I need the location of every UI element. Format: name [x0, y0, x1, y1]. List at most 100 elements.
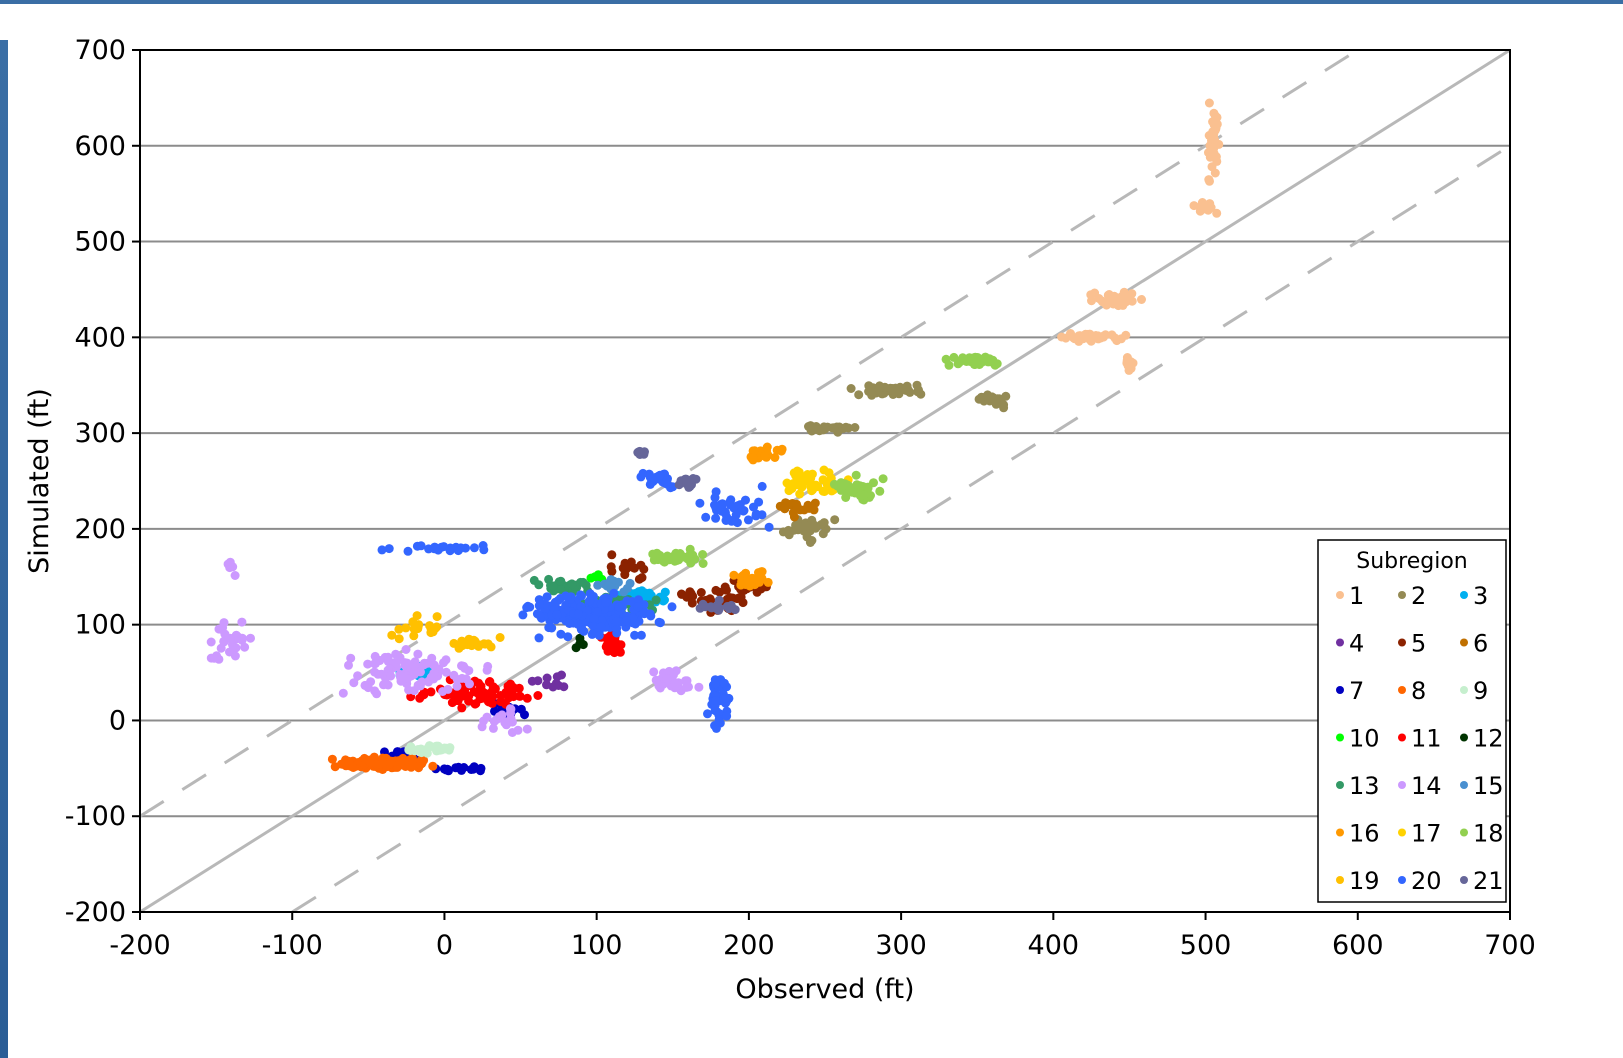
point-series-20 [703, 709, 712, 719]
point-series-2 [804, 422, 813, 431]
legend-label-8: 8 [1411, 677, 1426, 705]
point-series-18 [698, 550, 708, 559]
legend-item-1: 1 [1336, 582, 1364, 610]
point-series-19 [401, 623, 411, 633]
legend-label-20: 20 [1411, 867, 1442, 895]
point-series-6 [810, 498, 820, 508]
point-series-20 [655, 470, 665, 480]
legend-label-14: 14 [1411, 772, 1442, 800]
legend-label-1: 1 [1349, 582, 1364, 610]
point-series-6 [792, 502, 802, 512]
point-series-1 [1123, 361, 1133, 371]
legend-label-13: 13 [1349, 772, 1380, 800]
point-series-20 [711, 513, 721, 523]
plot-border [139, 49, 1511, 913]
series-4-points [527, 670, 569, 692]
legend-label-18: 18 [1473, 820, 1504, 848]
point-series-8 [372, 760, 382, 769]
legend-marker-8 [1398, 686, 1406, 694]
point-series-5 [752, 587, 762, 597]
legend-item-15: 15 [1460, 772, 1504, 800]
point-series-1 [1087, 332, 1097, 342]
legend-marker-16 [1336, 828, 1344, 837]
x-tick-label: 700 [1484, 930, 1536, 961]
point-series-14 [492, 714, 502, 724]
y-tick-labels: -200 -100 0 100 200 300 400 500 600 700 [65, 35, 140, 928]
point-series-14 [452, 681, 462, 691]
point-series-19 [480, 639, 490, 649]
point-series-2 [902, 381, 912, 391]
point-series-16 [760, 451, 770, 461]
point-series-8 [365, 757, 375, 766]
point-series-19 [413, 624, 423, 634]
point-series-2 [807, 515, 817, 525]
point-series-9 [440, 744, 450, 754]
point-series-14 [346, 653, 356, 663]
point-series-20 [722, 711, 732, 721]
series-14-points [206, 557, 704, 737]
point-series-14 [477, 722, 487, 732]
point-series-20 [556, 629, 566, 639]
point-series-1 [1189, 201, 1199, 211]
point-series-8 [340, 758, 350, 768]
dashed-bound-line-1 [139, 48, 1359, 818]
series-12-points [571, 633, 588, 653]
legend-label-6: 6 [1473, 630, 1488, 658]
point-series-1 [1104, 290, 1114, 299]
point-series-18 [878, 474, 888, 484]
series-8-points [327, 752, 438, 774]
point-series-2 [846, 384, 856, 393]
point-series-14 [370, 667, 380, 677]
y-tick-label: -200 [65, 897, 126, 928]
point-series-2 [983, 390, 993, 400]
point-series-5 [687, 598, 697, 608]
point-series-11 [475, 694, 485, 704]
point-series-19 [457, 636, 467, 646]
point-series-16 [729, 570, 739, 580]
point-series-14 [694, 682, 704, 692]
legend-item-20: 20 [1398, 867, 1442, 895]
point-series-16 [770, 453, 780, 462]
point-series-20 [611, 616, 621, 626]
point-series-8 [419, 755, 429, 765]
point-series-20 [719, 678, 729, 688]
point-series-5 [688, 591, 698, 601]
legend-item-21: 21 [1460, 867, 1504, 895]
x-tick-label: -100 [262, 930, 323, 961]
legend-label-7: 7 [1349, 677, 1364, 705]
point-series-2 [830, 515, 840, 525]
point-series-20 [534, 633, 544, 643]
point-series-11 [601, 642, 611, 652]
point-series-7 [441, 765, 451, 775]
legend-title: Subregion [1356, 549, 1467, 574]
legend-item-6: 6 [1460, 630, 1488, 658]
point-series-1 [1127, 289, 1137, 299]
point-series-4 [548, 682, 558, 692]
point-series-19 [464, 634, 474, 644]
point-series-14 [219, 618, 229, 628]
point-series-20 [596, 622, 606, 632]
point-series-3 [660, 587, 670, 597]
point-series-7 [475, 766, 485, 776]
point-series-8 [384, 759, 394, 769]
point-series-2 [841, 422, 851, 432]
point-series-1 [1211, 121, 1221, 131]
legend-item-3: 3 [1460, 582, 1488, 610]
legend-label-11: 11 [1411, 725, 1442, 753]
point-series-17 [819, 465, 829, 475]
point-series-1 [1090, 288, 1100, 298]
y-tick-label: 100 [74, 610, 126, 641]
point-series-14 [649, 667, 659, 677]
point-series-7 [468, 764, 478, 774]
point-series-20 [377, 545, 387, 555]
point-series-14 [391, 658, 401, 668]
dashed-bound-line-2 [291, 144, 1511, 914]
legend-item-8: 8 [1398, 677, 1426, 705]
point-series-14 [507, 728, 517, 737]
point-series-14 [370, 651, 380, 661]
legend-label-17: 17 [1411, 820, 1442, 848]
point-series-11 [515, 691, 525, 701]
point-series-18 [664, 555, 674, 565]
point-series-2 [913, 387, 923, 397]
point-series-1 [1196, 202, 1206, 211]
